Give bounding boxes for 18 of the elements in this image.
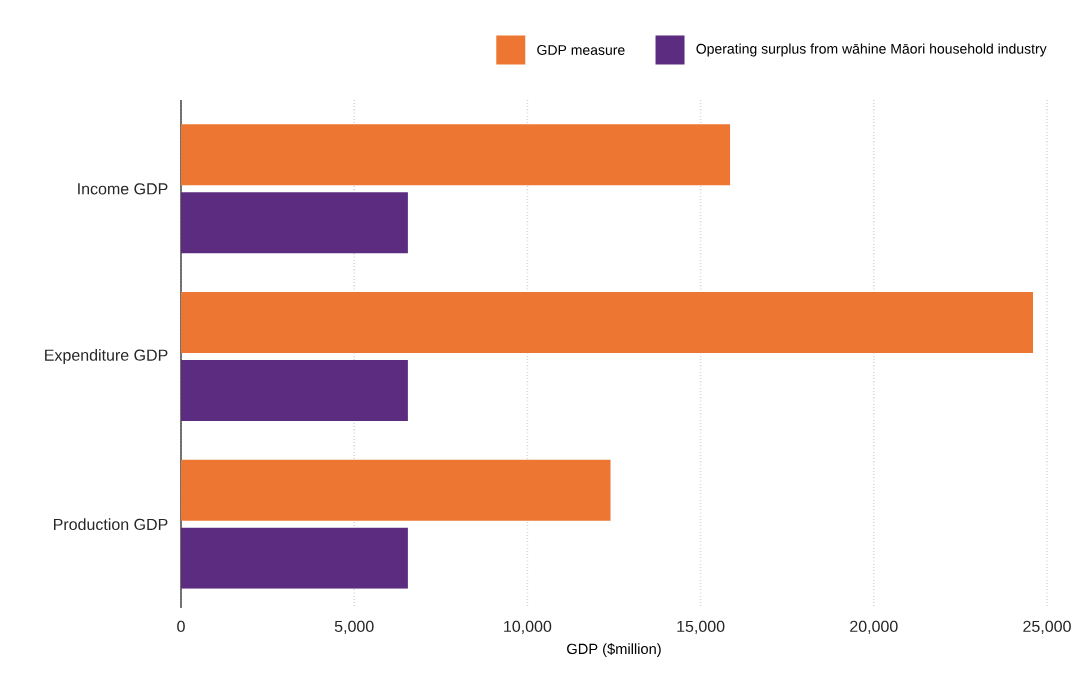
- legend-label: Operating surplus from wāhine Māori household industry: [696, 43, 1047, 57]
- y-tick-label: Expenditure GDP: [45, 349, 168, 364]
- x-tick-label: 0: [177, 620, 185, 633]
- bar: [181, 192, 408, 254]
- bar: [181, 292, 1034, 354]
- x-axis-title: GDP ($million): [567, 643, 661, 657]
- bar: [181, 459, 611, 521]
- legend-label: GDP measure: [537, 45, 625, 55]
- bar: [181, 527, 408, 589]
- y-tick-label: Production GDP: [54, 518, 168, 531]
- bar: [181, 124, 731, 186]
- bar: [181, 360, 408, 422]
- x-tick-label: 25,000: [1023, 620, 1071, 634]
- y-tick-label: Income GDP: [78, 183, 168, 195]
- x-tick-label: 20,000: [850, 620, 898, 634]
- x-tick-label: 15,000: [677, 620, 725, 634]
- x-tick-label: 5,000: [334, 620, 374, 634]
- x-tick-label: 10,000: [504, 620, 552, 634]
